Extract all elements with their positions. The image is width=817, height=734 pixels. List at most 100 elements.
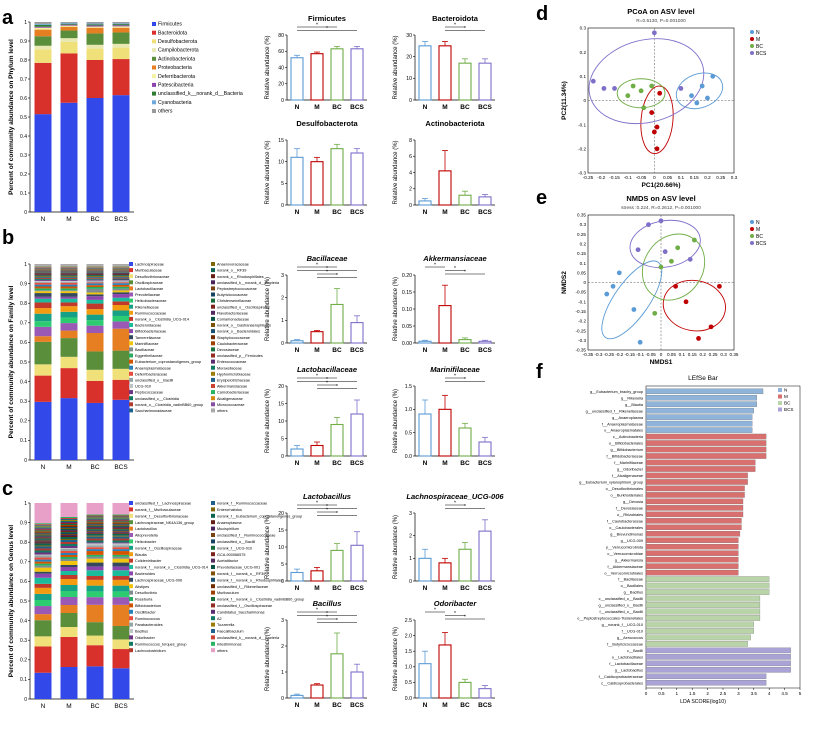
lefse-bar: [645, 530, 741, 537]
stack-segment: [34, 290, 52, 292]
y-axis-title: Relative abundance (%): [265, 389, 271, 453]
bar-chart-actinobacteriota: Actinobacteriota 0 2 4 6 8 Relative abundance …: [393, 119, 495, 216]
chart-subtitle: R=0.5130, P=0.001000: [636, 18, 686, 24]
lefse-bar: [645, 472, 748, 479]
stack-segment: [34, 401, 52, 460]
lefse-bar: [645, 595, 761, 602]
y-axis-title: Relative abundance (%): [265, 627, 271, 691]
stack-segment: [86, 303, 104, 310]
x-tick-label: 0.3: [731, 175, 738, 180]
x-tick-label: BC: [90, 703, 99, 710]
stack-segment: [60, 559, 78, 561]
x-tick-label: BCS: [478, 585, 492, 592]
stack-segment: [86, 369, 104, 381]
x-tick-label: 3.5: [751, 691, 758, 696]
lefse-label: o__Bifidobacteriales: [609, 442, 643, 446]
bar-BC: [458, 548, 472, 582]
stack-segment: [86, 604, 104, 623]
chart-title: Lachnospiraceae_UCG-006: [406, 492, 504, 501]
panel-labels: a b c d e f: [2, 3, 548, 500]
stack-segment: [86, 292, 104, 295]
legend-swatch: [211, 304, 215, 309]
bar-N: [290, 156, 304, 206]
legend-swatch: [152, 48, 156, 53]
stack-segment: [34, 672, 52, 699]
stack-segment: [112, 668, 130, 699]
legend-swatch: [211, 571, 215, 576]
x-tick-label: M: [66, 703, 71, 710]
lefse-bar: [645, 485, 745, 492]
x-tick-label: BC: [460, 585, 470, 592]
stack-segment: [60, 540, 78, 542]
bar-chart-lachnospiraceae-ucg-006: Lachnospiraceae_UCG-006 0 1 2 3 Relative abun…: [393, 492, 504, 592]
stack-segment: [112, 277, 130, 279]
legend-swatch: [211, 280, 215, 285]
legend-swatch: [129, 629, 133, 633]
y-tick-label: 0.3: [20, 638, 27, 644]
stack-segment: [86, 351, 104, 370]
x-tick-label: M: [442, 347, 447, 354]
lefse-bar: [645, 679, 767, 686]
point-M: [673, 283, 678, 289]
y-tick-label: 0: [281, 98, 284, 104]
significance-star: *: [464, 504, 466, 510]
stack-segment: [86, 282, 104, 284]
x-tick-label: BCS: [350, 585, 364, 592]
y-tick-label: 0.05: [402, 324, 412, 330]
legend-swatch: [211, 552, 215, 557]
legend-label: Flavobacteriaceae: [217, 311, 248, 315]
stack-segment: [112, 276, 130, 278]
point-M: [654, 146, 660, 152]
legend-label: norank_f__norank_o__Clostridia_UCG-014: [135, 566, 208, 570]
stack-segment: [86, 276, 104, 278]
y-axis-title: Relative abundance (%): [393, 515, 399, 579]
lefse-label: f__Devosiaceae: [616, 506, 643, 510]
stack-segment: [86, 277, 104, 279]
y-tick-label: 0.00: [402, 341, 412, 347]
x-tick-label: 0.3: [720, 352, 727, 357]
stack-segment: [34, 599, 52, 607]
y-tick-label: 0: [281, 203, 284, 209]
lefse-label: o__Bacillales: [621, 584, 643, 588]
x-tick-label: BC: [460, 702, 470, 709]
bar-BCS: [350, 48, 364, 101]
legend-label: norank_f__UCG-010: [217, 546, 252, 550]
bar-N: [418, 200, 432, 206]
stack-segment: [112, 292, 130, 295]
legend-marker: [750, 241, 754, 245]
stack-segment: [60, 298, 78, 303]
y-tick-label: -0.3: [578, 171, 586, 176]
y-tick-label: 0.5: [20, 599, 27, 605]
y-tick-label: 0.3: [20, 153, 27, 159]
stack-segment: [112, 294, 130, 298]
stack-segment: [112, 282, 130, 284]
y-tick-label: 20: [278, 384, 284, 390]
stack-segment: [112, 23, 130, 25]
stack-segment: [112, 540, 130, 543]
legend-label: Carnobacteriaceae: [217, 391, 249, 395]
legend-label: norank_f__Muribaculaceae: [135, 508, 181, 512]
x-tick-label: N: [41, 216, 46, 223]
lefse-bar: [645, 427, 753, 433]
stack-segment: [112, 27, 130, 33]
lefse-label: g__UCG-009: [621, 539, 643, 543]
x-tick-label: M: [442, 702, 447, 709]
significance-star: *: [326, 508, 328, 514]
y-tick-label: -0.1: [578, 122, 586, 127]
legend-swatch: [129, 603, 133, 608]
y-tick-label: 0.2: [580, 242, 587, 247]
stack-segment: [34, 540, 52, 542]
stack-segment: [34, 550, 52, 553]
stack-segment: [86, 531, 104, 533]
legend-swatch: [152, 109, 156, 113]
stack-segment: [86, 523, 104, 525]
stack-segment: [34, 277, 52, 279]
stack-segment: [86, 645, 104, 667]
x-tick-label: -0.2: [597, 175, 605, 180]
lefse-label: c__Actinobacteria: [613, 435, 644, 439]
x-tick-label: BC: [90, 464, 99, 471]
point-BCS: [687, 256, 693, 262]
stack-segment: [86, 287, 104, 289]
legend-swatch: [129, 347, 133, 352]
stack-segment: [86, 558, 104, 563]
